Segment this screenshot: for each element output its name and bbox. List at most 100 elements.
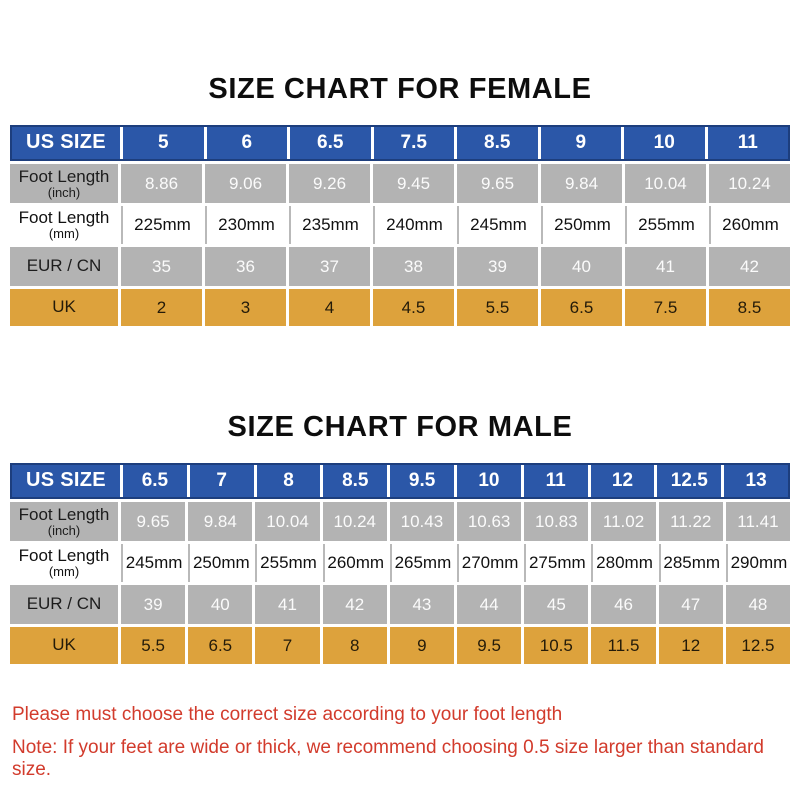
female-size-table: US SIZE 5 6 6.5 7.5 8.5 9 10 11 Foot Length (inch)… xyxy=(10,125,790,326)
female-uk-cell: 4 xyxy=(289,289,370,326)
row-label-unit: (mm) xyxy=(48,226,80,242)
male-uk-cell: 10.5 xyxy=(524,627,589,664)
row-label-text: EUR / CN xyxy=(26,256,102,276)
male-size-table: US SIZE 6.5 7 8 8.5 9.5 10 11 12 12.5 13 Foot Lengt… xyxy=(10,463,791,664)
row-label-text: UK xyxy=(52,635,76,655)
male-foot-length-mm-cell: 255mm xyxy=(255,544,320,582)
male-foot-length-mm-cell: 245mm xyxy=(121,544,186,582)
male-foot-length-mm-label: Foot Length (mm) xyxy=(10,544,118,582)
male-uk-label: UK xyxy=(10,627,118,664)
male-us-size-cell: 6.5 xyxy=(123,465,187,497)
male-uk-cell: 9.5 xyxy=(457,627,522,664)
female-us-size-cell: 11 xyxy=(707,127,788,159)
female-uk-cell: 2 xyxy=(121,289,202,326)
male-foot-length-mm-cell: 285mm xyxy=(658,544,723,582)
male-foot-length-inch-cell: 9.84 xyxy=(188,502,253,541)
male-us-size-cell: 12.5 xyxy=(657,465,722,497)
female-row-us-size: US SIZE 5 6 6.5 7.5 8.5 9 10 11 xyxy=(10,125,790,161)
male-foot-length-inch-cell: 10.63 xyxy=(457,502,522,541)
male-foot-length-inch-cell: 10.43 xyxy=(389,502,455,541)
female-foot-length-mm-cell: 245mm xyxy=(457,206,538,244)
male-row-foot-length-mm: Foot Length (mm) 245mm 250mm 255mm 260mm 265mm… xyxy=(10,544,791,582)
female-foot-length-inch-cell: 9.26 xyxy=(289,164,370,203)
row-label-text: Foot Length xyxy=(18,546,110,565)
female-us-size-cell: 5 xyxy=(123,127,204,159)
female-foot-length-mm-cell: 240mm xyxy=(373,206,454,244)
female-uk-cell: 3 xyxy=(205,289,286,326)
male-eur-cn-cell: 46 xyxy=(591,585,656,624)
male-eur-cn-label: EUR / CN xyxy=(10,585,118,624)
female-foot-length-mm-label: Foot Length (mm) xyxy=(10,206,118,244)
female-uk-cell: 7.5 xyxy=(625,289,706,326)
male-uk-cell: 8 xyxy=(322,627,387,664)
male-uk-cell: 5.5 xyxy=(121,627,186,664)
female-eur-cn-cell: 37 xyxy=(289,247,370,286)
male-uk-cell: 9 xyxy=(389,627,455,664)
male-foot-length-inch-cell: 10.83 xyxy=(524,502,589,541)
male-us-size-cell: 10 xyxy=(456,465,521,497)
male-eur-cn-cell: 43 xyxy=(389,585,455,624)
male-uk-cell: 12.5 xyxy=(725,627,791,664)
female-uk-cell: 6.5 xyxy=(541,289,622,326)
male-row-us-size: US SIZE 6.5 7 8 8.5 9.5 10 11 12 12.5 13 xyxy=(10,463,790,499)
female-foot-length-mm-cell: 230mm xyxy=(205,206,286,244)
male-row-uk: UK 5.5 6.5 7 8 9 9.5 10.5 11.5 12 12.5 xyxy=(10,627,791,664)
male-row-foot-length-inch: Foot Length (inch) 9.65 9.84 10.04 10.24 10.43… xyxy=(10,502,791,541)
male-foot-length-mm-cell: 270mm xyxy=(457,544,522,582)
notes: Please must choose the correct size acco… xyxy=(0,704,800,781)
female-foot-length-mm-cell: 260mm xyxy=(709,206,790,244)
male-foot-length-mm-cell: 265mm xyxy=(389,544,455,582)
row-label-text: EUR / CN xyxy=(26,594,102,614)
female-foot-length-mm-cell: 235mm xyxy=(289,206,370,244)
female-us-size-label: US SIZE xyxy=(12,127,120,159)
female-foot-length-inch-cell: 10.24 xyxy=(709,164,790,203)
male-us-size-cell: 7 xyxy=(189,465,254,497)
row-label-unit: (mm) xyxy=(48,564,80,580)
male-foot-length-inch-cell: 11.02 xyxy=(591,502,656,541)
female-foot-length-inch-cell: 9.06 xyxy=(205,164,286,203)
female-us-size-cell: 7.5 xyxy=(373,127,454,159)
male-uk-cell: 11.5 xyxy=(591,627,656,664)
male-us-size-label: US SIZE xyxy=(12,465,120,497)
female-us-size-cell: 6.5 xyxy=(290,127,371,159)
female-eur-cn-cell: 40 xyxy=(541,247,622,286)
male-foot-length-mm-cell: 280mm xyxy=(591,544,656,582)
female-uk-cell: 4.5 xyxy=(373,289,454,326)
female-row-uk: UK 2 3 4 4.5 5.5 6.5 7.5 8.5 xyxy=(10,289,790,326)
female-foot-length-mm-cell: 225mm xyxy=(121,206,202,244)
female-us-size-cell: 10 xyxy=(624,127,705,159)
male-us-size-cell: 13 xyxy=(724,465,788,497)
female-uk-cell: 5.5 xyxy=(457,289,538,326)
row-label-text: Foot Length xyxy=(18,166,110,186)
male-foot-length-mm-cell: 290mm xyxy=(725,544,791,582)
male-foot-length-mm-cell: 250mm xyxy=(188,544,253,582)
female-eur-cn-cell: 38 xyxy=(373,247,454,286)
male-foot-length-mm-cell: 275mm xyxy=(524,544,589,582)
male-eur-cn-cell: 48 xyxy=(725,585,791,624)
male-chart-title: SIZE CHART FOR MALE xyxy=(227,411,573,443)
female-uk-label: UK xyxy=(10,289,118,326)
male-eur-cn-cell: 44 xyxy=(457,585,522,624)
row-label-unit: (inch) xyxy=(47,184,81,200)
female-foot-length-inch-cell: 8.86 xyxy=(121,164,202,203)
female-foot-length-mm-cell: 250mm xyxy=(541,206,622,244)
row-label-text: Foot Length xyxy=(18,208,110,227)
male-uk-cell: 12 xyxy=(658,627,723,664)
female-foot-length-mm-cell: 255mm xyxy=(625,206,706,244)
male-foot-length-inch-cell: 10.04 xyxy=(255,502,320,541)
male-eur-cn-cell: 47 xyxy=(658,585,723,624)
female-eur-cn-cell: 39 xyxy=(457,247,538,286)
male-eur-cn-cell: 45 xyxy=(524,585,589,624)
male-foot-length-inch-cell: 10.24 xyxy=(322,502,387,541)
male-eur-cn-cell: 41 xyxy=(255,585,320,624)
female-foot-length-inch-cell: 9.84 xyxy=(541,164,622,203)
male-eur-cn-cell: 40 xyxy=(188,585,253,624)
female-chart-title: SIZE CHART FOR FEMALE xyxy=(208,73,592,105)
female-foot-length-inch-cell: 10.04 xyxy=(625,164,706,203)
male-uk-cell: 7 xyxy=(255,627,320,664)
female-eur-cn-label: EUR / CN xyxy=(10,247,118,286)
row-label-text: US SIZE xyxy=(26,131,106,154)
row-label-text: US SIZE xyxy=(26,469,106,492)
female-eur-cn-cell: 41 xyxy=(625,247,706,286)
